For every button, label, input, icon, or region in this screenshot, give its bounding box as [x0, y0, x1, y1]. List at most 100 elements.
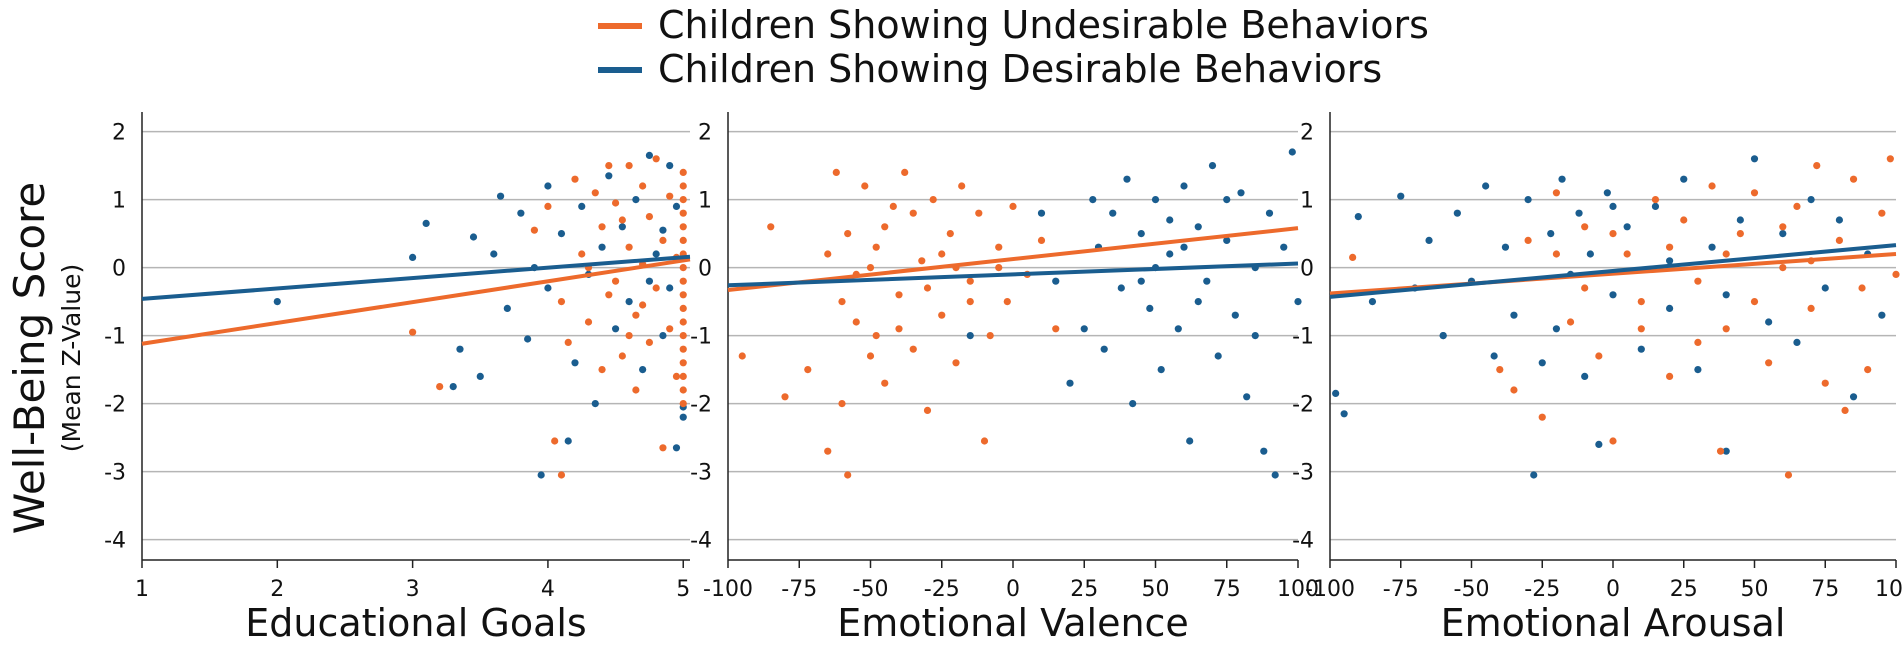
point-undesirable	[611, 277, 620, 285]
point-desirable	[645, 151, 654, 159]
point-desirable	[1453, 209, 1461, 217]
point-desirable	[1439, 332, 1447, 340]
point-desirable	[490, 250, 498, 258]
point-undesirable	[838, 400, 846, 408]
point-desirable	[672, 202, 681, 210]
point-undesirable	[679, 386, 687, 394]
point-undesirable	[918, 257, 926, 265]
point-undesirable	[557, 298, 566, 306]
point-desirable	[1524, 196, 1532, 204]
point-undesirable	[986, 332, 994, 340]
point-desirable	[1180, 182, 1188, 190]
point-undesirable	[1716, 447, 1725, 455]
point-desirable	[1558, 175, 1566, 183]
trend-line-desirable	[141, 254, 691, 301]
point-undesirable	[1595, 352, 1603, 360]
point-undesirable	[1784, 471, 1793, 479]
legend-label-undesirable: Children Showing Undesirable Behaviors	[658, 3, 1429, 47]
point-undesirable	[672, 372, 681, 380]
point-undesirable	[901, 168, 909, 176]
point-undesirable	[1750, 298, 1759, 306]
point-undesirable	[895, 325, 903, 333]
y-tick-label: 1	[698, 189, 712, 214]
point-undesirable	[738, 352, 746, 360]
point-undesirable	[564, 338, 572, 346]
point-desirable	[666, 284, 674, 292]
point-desirable	[1066, 379, 1074, 387]
point-desirable	[1223, 236, 1231, 244]
y-tick-label: 1	[112, 189, 126, 214]
y-tick-label: -4	[690, 529, 712, 554]
point-desirable	[1666, 257, 1674, 265]
point-undesirable	[679, 168, 687, 176]
point-desirable	[598, 243, 606, 251]
trend-line-desirable	[727, 261, 1299, 288]
point-desirable	[449, 383, 457, 391]
point-desirable	[1623, 223, 1631, 231]
point-undesirable	[679, 277, 687, 285]
point-undesirable	[1566, 318, 1575, 326]
point-undesirable	[679, 359, 687, 367]
point-undesirable	[611, 199, 620, 207]
point-undesirable	[659, 444, 667, 452]
point-desirable	[1779, 230, 1787, 238]
point-undesirable	[659, 236, 667, 244]
point-undesirable	[598, 223, 606, 231]
point-desirable	[1037, 209, 1046, 217]
point-desirable	[1203, 277, 1211, 285]
point-undesirable	[866, 264, 875, 272]
point-desirable	[1123, 175, 1131, 183]
x-tick-label: 100	[1277, 577, 1319, 602]
point-desirable	[1765, 318, 1773, 326]
point-desirable	[1332, 389, 1340, 397]
point-desirable	[1490, 352, 1498, 360]
point-undesirable	[1680, 216, 1688, 224]
point-desirable	[1603, 189, 1611, 197]
point-undesirable	[1003, 298, 1011, 306]
point-desirable	[1637, 345, 1645, 353]
x-tick-label: 2	[270, 577, 284, 602]
point-desirable	[1595, 440, 1603, 448]
legend-label-desirable: Children Showing Desirable Behaviors	[658, 47, 1382, 91]
point-desirable	[966, 332, 974, 340]
point-desirable	[1129, 400, 1137, 408]
point-desirable	[1722, 447, 1730, 455]
point-desirable	[1750, 155, 1759, 163]
point-undesirable	[1637, 325, 1645, 333]
point-undesirable	[1813, 162, 1821, 170]
y-tick-label: -3	[690, 461, 712, 486]
point-desirable	[1243, 393, 1251, 401]
point-undesirable	[578, 250, 586, 258]
point-desirable	[1157, 366, 1165, 374]
y-tick-label: -1	[104, 325, 126, 350]
point-desirable	[659, 226, 667, 234]
point-undesirable	[1864, 366, 1872, 374]
point-undesirable	[824, 447, 832, 455]
x-axis-label: Emotional Valence	[837, 601, 1189, 645]
x-tick-label: 5	[676, 577, 690, 602]
point-undesirable	[1793, 202, 1801, 210]
point-undesirable	[679, 182, 687, 190]
point-undesirable	[781, 393, 789, 401]
point-desirable	[1265, 209, 1274, 217]
point-desirable	[1260, 447, 1268, 455]
x-tick-label: 3	[406, 577, 420, 602]
x-tick-label: 75	[1811, 577, 1839, 602]
point-undesirable	[975, 209, 983, 217]
point-undesirable	[1609, 437, 1617, 445]
y-tick-label: 2	[698, 121, 712, 146]
point-desirable	[1609, 202, 1617, 210]
point-undesirable	[1009, 202, 1017, 210]
x-tick-label: -25	[924, 577, 960, 602]
point-undesirable	[923, 284, 932, 292]
y-tick-label: 0	[698, 257, 712, 282]
point-desirable	[1425, 236, 1433, 244]
point-desirable	[1501, 243, 1510, 251]
point-desirable	[1194, 298, 1202, 306]
x-tick-label: 25	[1070, 577, 1098, 602]
point-undesirable	[1349, 253, 1357, 261]
point-undesirable	[1750, 189, 1759, 197]
point-desirable	[1581, 372, 1589, 380]
point-undesirable	[679, 400, 687, 408]
x-tick-label: 4	[541, 577, 555, 602]
